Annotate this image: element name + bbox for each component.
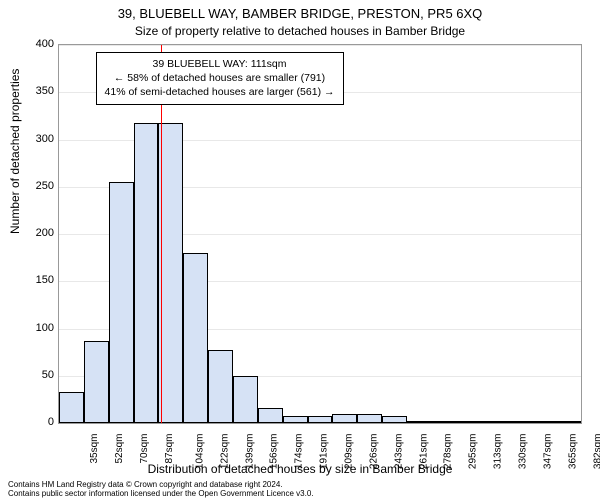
histogram-bar xyxy=(556,421,581,423)
plot-area: 39 BLUEBELL WAY: 111sqm ← 58% of detache… xyxy=(58,44,582,424)
histogram-bar xyxy=(482,421,507,423)
y-tick-label: 150 xyxy=(0,274,54,286)
y-tick-label: 300 xyxy=(0,133,54,145)
x-axis-label: Distribution of detached houses by size … xyxy=(0,462,600,476)
histogram-bar xyxy=(283,416,308,423)
histogram-bar xyxy=(109,182,134,423)
histogram-bar xyxy=(308,416,333,423)
histogram-bar xyxy=(258,408,283,423)
histogram-bar xyxy=(208,350,233,423)
y-axis-ticks: 050100150200250300350400 xyxy=(0,44,54,424)
footer-attribution: Contains HM Land Registry data © Crown c… xyxy=(8,480,314,498)
histogram-bar xyxy=(357,414,382,423)
histogram-bar xyxy=(183,253,208,423)
histogram-bar xyxy=(59,392,84,423)
y-tick-label: 400 xyxy=(0,38,54,50)
histogram-bar xyxy=(457,421,482,423)
x-tick-label: 35sqm xyxy=(89,434,100,464)
x-tick-label: 52sqm xyxy=(114,434,125,464)
y-tick-label: 250 xyxy=(0,180,54,192)
chart-container: 39, BLUEBELL WAY, BAMBER BRIDGE, PRESTON… xyxy=(0,0,600,500)
histogram-bar xyxy=(332,414,357,423)
annotation-line1: 39 BLUEBELL WAY: 111sqm xyxy=(105,57,335,71)
annotation-line2: ← 58% of detached houses are smaller (79… xyxy=(105,71,335,85)
histogram-bar xyxy=(134,123,159,424)
histogram-bar xyxy=(233,376,258,423)
chart-title-main: 39, BLUEBELL WAY, BAMBER BRIDGE, PRESTON… xyxy=(0,6,600,21)
chart-title-sub: Size of property relative to detached ho… xyxy=(0,24,600,38)
annotation-line3: 41% of semi-detached houses are larger (… xyxy=(105,85,335,99)
histogram-bar xyxy=(407,421,432,423)
y-tick-label: 0 xyxy=(0,416,54,428)
x-axis-ticks: 35sqm52sqm70sqm87sqm104sqm122sqm139sqm15… xyxy=(58,424,582,464)
y-tick-label: 200 xyxy=(0,227,54,239)
y-tick-label: 350 xyxy=(0,85,54,97)
footer-line2: Contains public sector information licen… xyxy=(8,489,314,498)
histogram-bar xyxy=(84,341,109,423)
histogram-bar xyxy=(531,421,556,423)
x-tick-label: 87sqm xyxy=(164,434,175,464)
y-tick-label: 50 xyxy=(0,369,54,381)
x-tick-label: 70sqm xyxy=(139,434,150,464)
footer-line1: Contains HM Land Registry data © Crown c… xyxy=(8,480,314,489)
histogram-bar xyxy=(432,421,457,423)
y-tick-label: 100 xyxy=(0,322,54,334)
histogram-bar xyxy=(382,416,407,423)
histogram-bar xyxy=(506,421,531,423)
annotation-box: 39 BLUEBELL WAY: 111sqm ← 58% of detache… xyxy=(96,52,344,105)
